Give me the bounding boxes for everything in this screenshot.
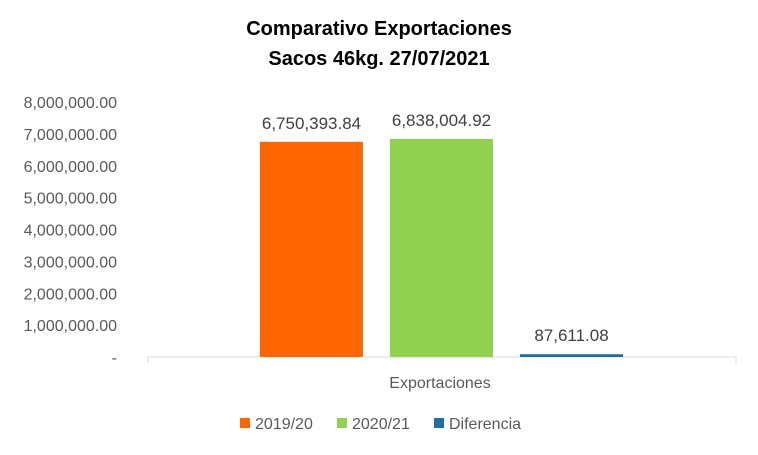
- y-tick-label: 6,000,000.00: [24, 159, 118, 176]
- bar-data-label: 6,838,004.92: [392, 111, 491, 130]
- y-tick-label: 1,000,000.00: [24, 318, 118, 335]
- y-tick-label: 7,000,000.00: [24, 127, 118, 144]
- x-category-label: Exportaciones: [389, 375, 490, 392]
- legend-label: 2019/20: [255, 416, 313, 433]
- bar-1: [260, 141, 363, 357]
- y-tick-label: 2,000,000.00: [24, 286, 118, 303]
- bar-data-label: 87,611.08: [534, 326, 608, 345]
- y-tick-label: 4,000,000.00: [24, 223, 118, 240]
- y-tick-label: 5,000,000.00: [24, 191, 118, 208]
- legend-label: 2020/21: [352, 416, 410, 433]
- y-tick-label: 8,000,000.00: [24, 95, 118, 112]
- chart-title-line-1: Comparativo Exportaciones: [246, 18, 512, 40]
- legend-swatch: [240, 418, 250, 428]
- bar-data-label: 6,750,393.84: [262, 114, 361, 133]
- legend-label: Diferencia: [449, 416, 521, 433]
- y-tick-label: -: [112, 350, 117, 367]
- chart-title-line-2: Sacos 46kg. 27/07/2021: [268, 48, 490, 70]
- bar-2: [390, 139, 493, 357]
- legend-swatch: [434, 418, 444, 428]
- legend-swatch: [337, 418, 347, 428]
- y-tick-label: 3,000,000.00: [24, 254, 118, 271]
- bar-3: [520, 354, 623, 357]
